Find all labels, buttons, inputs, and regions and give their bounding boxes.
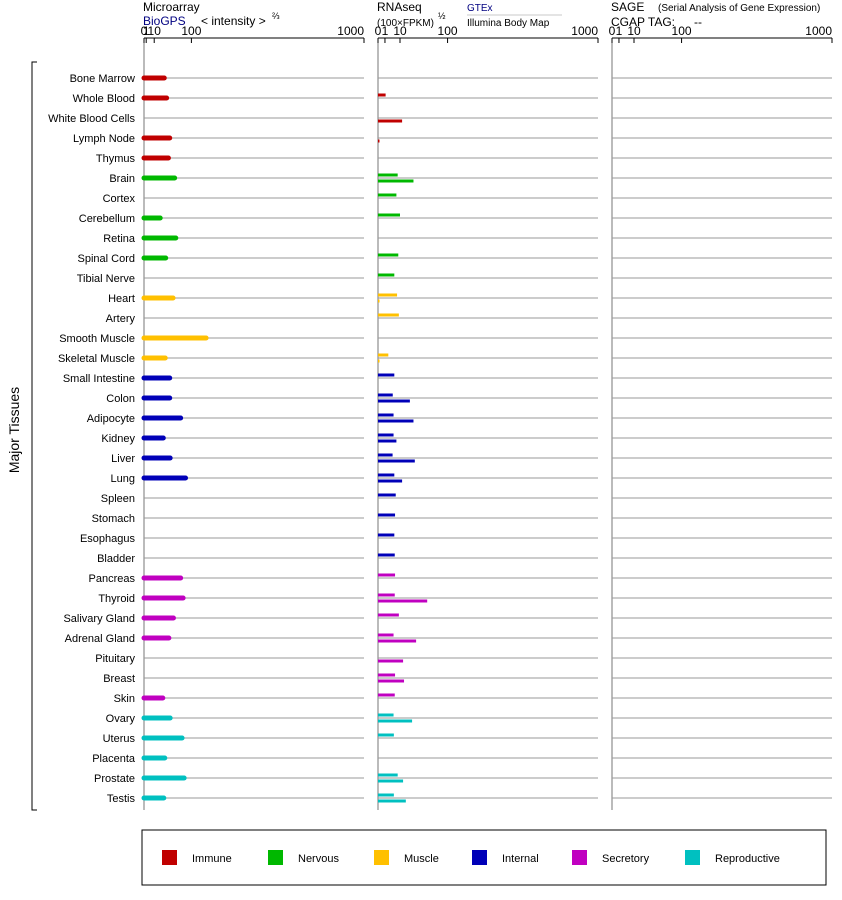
legend-label-reproductive: Reproductive xyxy=(715,853,780,865)
tissue-label: Skeletal Muscle xyxy=(58,353,135,365)
rnaseq-exponent: ½ xyxy=(438,11,446,21)
tissue-label: Spleen xyxy=(101,493,135,505)
sage-tick-label: 1 xyxy=(616,24,623,38)
legend-swatch-secretory xyxy=(572,850,587,865)
tissue-label: Liver xyxy=(111,453,135,465)
microarray-tick-label: 0 xyxy=(141,24,148,38)
legend-swatch-internal xyxy=(472,850,487,865)
tissue-label: Salivary Gland xyxy=(63,613,135,625)
rnaseq-tick-label: 100 xyxy=(438,24,458,38)
microarray-tick-label: 1 xyxy=(143,24,150,38)
tissue-label: Tibial Nerve xyxy=(77,273,135,285)
sage-tick-label: 0 xyxy=(609,24,616,38)
legend-box xyxy=(141,829,827,886)
tissue-label: Smooth Muscle xyxy=(59,333,135,345)
tissue-label: Stomach xyxy=(92,513,135,525)
sage-title: SAGE xyxy=(611,0,644,14)
microarray-title: Microarray xyxy=(143,0,200,14)
microarray-exponent: ⅔ xyxy=(272,11,280,21)
microarray-tick-label: 1000 xyxy=(337,24,364,38)
tissue-label: Prostate xyxy=(94,773,135,785)
tissue-label: Artery xyxy=(106,313,136,325)
legend-swatch-immune xyxy=(162,850,177,865)
rnaseq-title: RNAseq xyxy=(377,0,422,14)
y-axis-label: Major Tissues xyxy=(6,387,22,473)
rnaseq-tick-label: 0 xyxy=(375,24,382,38)
tissue-label: Thymus xyxy=(96,153,136,165)
legend-label-secretory: Secretory xyxy=(602,853,650,865)
microarray-tick-label: 10 xyxy=(148,24,162,38)
microarray-scale: < intensity > xyxy=(201,14,266,28)
legend-swatch-nervous xyxy=(268,850,283,865)
tissue-label: Brain xyxy=(109,173,135,185)
sage-tick-label: 1000 xyxy=(805,24,832,38)
tissue-label: Heart xyxy=(108,293,135,305)
tissue-label: Testis xyxy=(107,793,136,805)
tissue-label: Cortex xyxy=(103,193,136,205)
tissue-label: Bone Marrow xyxy=(70,73,135,85)
legend-label-nervous: Nervous xyxy=(298,853,339,865)
sage-tick-label: 10 xyxy=(627,24,641,38)
legend-label-immune: Immune xyxy=(192,853,232,865)
legend-label-internal: Internal xyxy=(502,853,539,865)
tissue-label: Cerebellum xyxy=(79,213,135,225)
tissue-label: Adipocyte xyxy=(87,413,135,425)
tissue-label: Adrenal Gland xyxy=(65,633,135,645)
tissue-label: Thyroid xyxy=(98,593,135,605)
legend-swatch-reproductive xyxy=(685,850,700,865)
rnaseq-tick-label: 1 xyxy=(382,24,389,38)
tissue-bracket xyxy=(31,61,37,811)
tissue-label: Breast xyxy=(103,673,135,685)
tissue-label: Kidney xyxy=(101,433,135,445)
gtex-header[interactable]: GTEx xyxy=(467,3,493,14)
rnaseq-scale: (100×FPKM) xyxy=(377,18,434,29)
grid-layer xyxy=(144,77,832,799)
tissue-label: Retina xyxy=(103,233,136,245)
sage-tick-label: 100 xyxy=(672,24,692,38)
rnaseq-tick-label: 10 xyxy=(393,24,407,38)
cgap-tag-value: -- xyxy=(694,15,702,29)
tissue-label: Small Intestine xyxy=(63,373,135,385)
sage-subtitle: (Serial Analysis of Gene Expression) xyxy=(658,3,820,14)
tissue-label: Esophagus xyxy=(80,533,136,545)
tissue-label: Bladder xyxy=(97,553,135,565)
tissue-label: Ovary xyxy=(106,713,136,725)
tissue-labels: Bone Marrow Whole Blood White Blood Cells L… xyxy=(48,73,136,805)
tissue-label: Uterus xyxy=(103,733,136,745)
biogps-label[interactable]: BioGPS xyxy=(143,14,186,28)
illumina-header: Illumina Body Map xyxy=(467,18,550,29)
tissue-label: Pituitary xyxy=(95,653,135,665)
bars-layer xyxy=(141,75,428,803)
tissue-label: Lung xyxy=(111,473,135,485)
tissue-label: Pancreas xyxy=(89,573,136,585)
microarray-tick-label: 100 xyxy=(181,24,201,38)
cgap-tag-label: CGAP TAG: xyxy=(611,15,675,29)
tissue-label: Placenta xyxy=(92,753,136,765)
rnaseq-tick-label: 1000 xyxy=(571,24,598,38)
legend-label-muscle: Muscle xyxy=(404,853,439,865)
tissue-label: Colon xyxy=(106,393,135,405)
tissue-label: Skin xyxy=(114,693,135,705)
tissue-label: White Blood Cells xyxy=(48,113,135,125)
legend-swatch-muscle xyxy=(374,850,389,865)
tissue-label: Whole Blood xyxy=(73,93,135,105)
tissue-label: Spinal Cord xyxy=(78,253,135,265)
legend: Immune Nervous Muscle Internal Secretory Repr… xyxy=(162,850,780,865)
tissue-label: Lymph Node xyxy=(73,133,135,145)
